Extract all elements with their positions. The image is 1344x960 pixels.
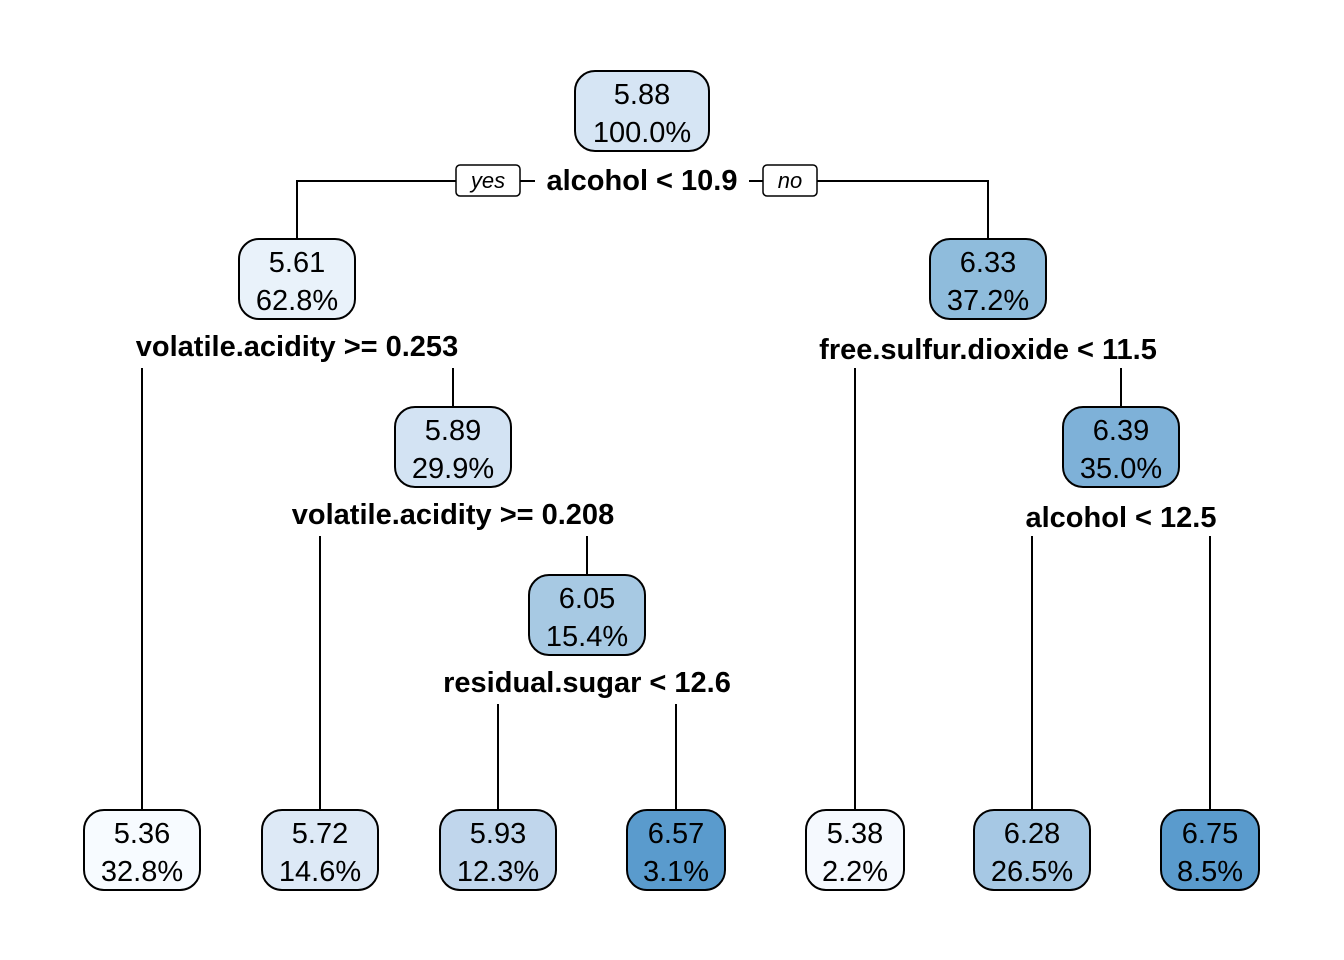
branch-tag-label: no xyxy=(778,168,802,193)
node-box xyxy=(439,809,557,891)
tree-node-leaf5: 5.38 2.2% xyxy=(805,809,905,891)
tree-node-n11: 6.05 15.4% xyxy=(528,574,646,656)
node-box xyxy=(528,574,646,656)
node-value: 6.57 xyxy=(648,818,704,850)
split-label-n11: residual.sugar < 12.6 xyxy=(443,667,731,699)
node-value: 6.05 xyxy=(559,583,615,615)
node-percent: 32.8% xyxy=(101,856,183,888)
node-percent: 62.8% xyxy=(256,285,338,317)
node-percent: 100.0% xyxy=(593,117,691,149)
tree-node-n3: 6.33 37.2% xyxy=(929,238,1047,320)
node-box xyxy=(261,809,379,891)
tree-node-n7: 6.39 35.0% xyxy=(1062,406,1180,488)
node-percent: 35.0% xyxy=(1080,453,1162,485)
tree-node-leaf6: 6.28 26.5% xyxy=(973,809,1091,891)
node-value: 6.75 xyxy=(1182,818,1238,850)
node-value: 5.93 xyxy=(470,818,526,850)
node-percent: 29.9% xyxy=(412,453,494,485)
split-label-root: alcohol < 10.9 xyxy=(546,165,737,197)
node-value: 5.89 xyxy=(425,415,481,447)
node-percent: 15.4% xyxy=(546,621,628,653)
node-percent: 26.5% xyxy=(991,856,1073,888)
node-percent: 2.2% xyxy=(822,856,888,888)
node-box xyxy=(574,70,710,152)
node-percent: 8.5% xyxy=(1177,856,1243,888)
tree-node-leaf1: 5.36 32.8% xyxy=(83,809,201,891)
tree-node-n2: 5.61 62.8% xyxy=(238,238,356,320)
split-label-n5: volatile.acidity >= 0.208 xyxy=(292,499,614,531)
branch-tag-box xyxy=(762,164,818,197)
tree-node-leaf3: 5.93 12.3% xyxy=(439,809,557,891)
node-percent: 3.1% xyxy=(643,856,709,888)
branch-tag-box xyxy=(455,164,521,197)
node-value: 5.72 xyxy=(292,818,348,850)
node-value: 5.61 xyxy=(269,247,325,279)
tree-nodes: 5.88 100.0% 5.61 62.8% 6.33 37.2% 5.89 29.9% 6.3… xyxy=(83,70,1260,891)
tree-node-n5: 5.89 29.9% xyxy=(394,406,512,488)
node-value: 6.28 xyxy=(1004,818,1060,850)
split-label-n2: volatile.acidity >= 0.253 xyxy=(136,331,458,363)
node-box xyxy=(1062,406,1180,488)
node-box xyxy=(394,406,512,488)
tree-edge xyxy=(296,180,458,239)
split-labels: alcohol < 10.9 volatile.acidity >= 0.253 f… xyxy=(136,165,1217,699)
node-value: 5.88 xyxy=(614,79,670,111)
node-value: 6.33 xyxy=(960,247,1016,279)
node-box xyxy=(929,238,1047,320)
split-label-n7: alcohol < 12.5 xyxy=(1025,502,1216,534)
branch-tag-no: no xyxy=(762,164,818,197)
node-box xyxy=(805,809,905,891)
branch-tag-label: yes xyxy=(469,168,505,193)
tree-node-leaf4: 6.57 3.1% xyxy=(626,809,726,891)
node-box xyxy=(973,809,1091,891)
branch-tags: yes no xyxy=(455,164,818,197)
node-percent: 37.2% xyxy=(947,285,1029,317)
tree-edges xyxy=(141,180,1211,810)
node-box xyxy=(626,809,726,891)
node-percent: 12.3% xyxy=(457,856,539,888)
tree-node-leaf7: 6.75 8.5% xyxy=(1160,809,1260,891)
branch-tag-yes: yes xyxy=(455,164,521,197)
node-percent: 14.6% xyxy=(279,856,361,888)
split-label-n3: free.sulfur.dioxide < 11.5 xyxy=(819,334,1157,366)
node-value: 6.39 xyxy=(1093,415,1149,447)
node-value: 5.38 xyxy=(827,818,883,850)
tree-node-root: 5.88 100.0% xyxy=(574,70,710,152)
node-box xyxy=(238,238,356,320)
tree-edge xyxy=(816,180,989,239)
node-value: 5.36 xyxy=(114,818,170,850)
tree-node-leaf2: 5.72 14.6% xyxy=(261,809,379,891)
node-box xyxy=(83,809,201,891)
node-box xyxy=(1160,809,1260,891)
